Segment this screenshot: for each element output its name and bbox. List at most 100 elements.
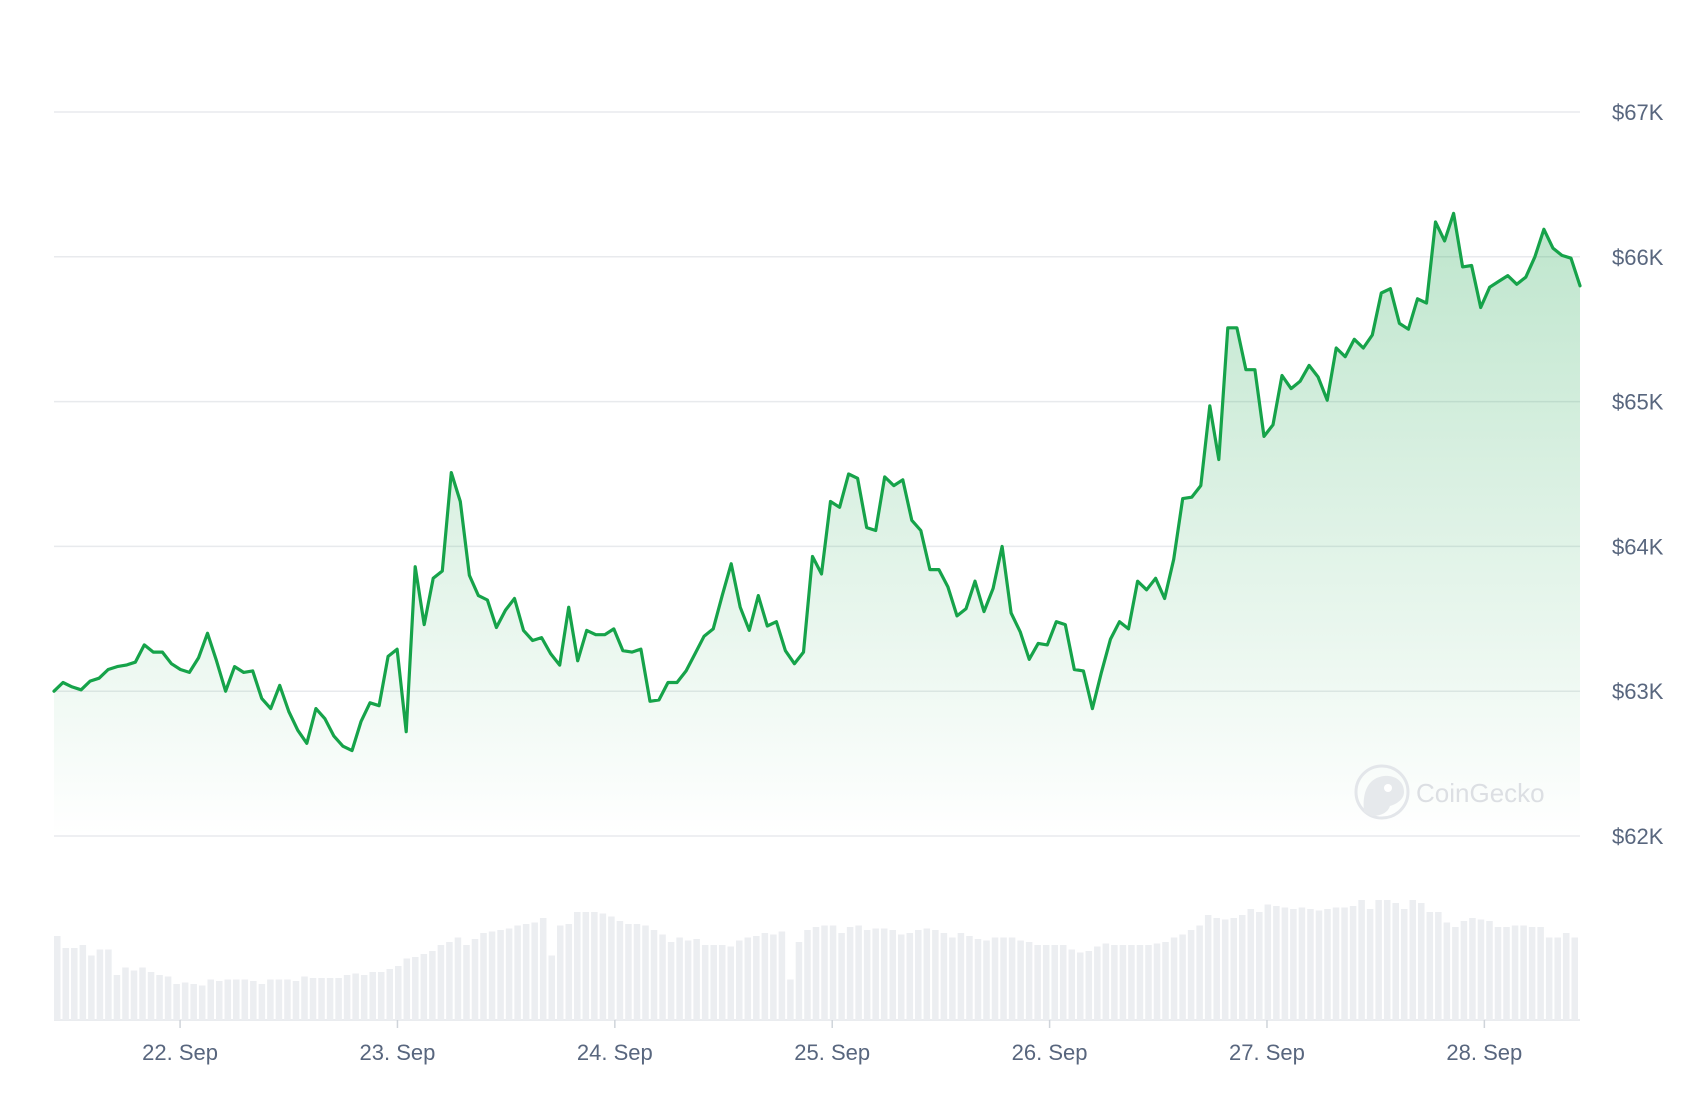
volume-bar: [1494, 927, 1502, 1020]
volume-bar: [1307, 909, 1314, 1020]
volume-bar: [889, 930, 896, 1020]
volume-bar: [62, 948, 70, 1020]
volume-bar: [667, 942, 675, 1020]
gecko-head-icon: [1363, 775, 1404, 816]
volume-bar: [1469, 918, 1476, 1020]
volume-bar: [676, 937, 683, 1020]
volume-bar: [548, 955, 555, 1020]
volume-bar: [1290, 909, 1297, 1020]
volume-bar: [736, 940, 743, 1020]
volume-bar: [880, 928, 888, 1020]
volume-bar: [1392, 903, 1399, 1020]
x-tick-label: 22. Sep: [142, 1040, 218, 1065]
volume-bar: [522, 924, 530, 1020]
volume-bar: [437, 945, 445, 1020]
gecko-logo-icon: [1354, 764, 1410, 820]
volume-bar: [591, 912, 598, 1020]
volume-bar: [113, 975, 121, 1020]
volume-bar: [1153, 943, 1161, 1020]
volume-bar: [130, 970, 138, 1020]
volume-bar: [147, 972, 155, 1020]
volume-bar: [1085, 951, 1093, 1020]
volume-bar: [360, 975, 368, 1020]
volume-bar: [1025, 942, 1033, 1020]
volume-bar: [1400, 909, 1408, 1020]
volume-bar: [54, 936, 61, 1020]
volume-bar: [1170, 937, 1178, 1020]
volume-bar: [1162, 942, 1169, 1020]
volume-bar: [105, 949, 112, 1020]
volume-bar: [1119, 945, 1127, 1020]
x-tick-label: 27. Sep: [1229, 1040, 1305, 1065]
volume-bar: [1383, 900, 1391, 1020]
volume-bar: [1273, 906, 1280, 1020]
volume-bar: [505, 928, 513, 1020]
volume-bar: [684, 940, 692, 1020]
y-tick-label: $62K: [1612, 824, 1664, 849]
x-tick-label: 24. Sep: [577, 1040, 653, 1065]
volume-bar: [574, 912, 581, 1020]
volume-bar: [829, 925, 837, 1020]
volume-bar: [335, 978, 342, 1020]
volume-bar: [966, 936, 973, 1020]
volume-bar: [79, 945, 87, 1020]
volume-bar: [727, 946, 735, 1020]
volume-bar: [454, 937, 462, 1020]
volume-bar: [497, 930, 504, 1020]
volume-bar: [1111, 945, 1118, 1020]
volume-bar: [1298, 907, 1306, 1020]
volume-bar: [1000, 937, 1007, 1020]
volume-bar: [309, 978, 317, 1020]
volume-bar: [1221, 919, 1229, 1020]
volume-bar: [1187, 930, 1195, 1020]
volume-bar: [420, 954, 428, 1020]
volume-bar: [275, 979, 283, 1020]
volume-bar: [471, 939, 479, 1020]
volume-bar: [1477, 919, 1485, 1020]
volume-bar: [1247, 909, 1255, 1020]
volume-bar: [1443, 922, 1451, 1020]
volume-bar: [233, 979, 240, 1020]
volume-bar: [1315, 910, 1323, 1020]
volume-bar: [250, 981, 257, 1020]
volume-bar: [693, 939, 700, 1020]
volume-bar: [326, 978, 334, 1020]
volume-bar: [932, 930, 939, 1020]
volume-bar: [1136, 945, 1144, 1020]
volume-bar: [795, 942, 803, 1020]
volume-bar: [1358, 900, 1365, 1020]
volume-bar: [1145, 945, 1152, 1020]
volume-bar: [701, 945, 709, 1020]
volume-bar: [173, 984, 180, 1020]
volume-bar: [1196, 925, 1203, 1020]
volume-bar: [88, 955, 95, 1020]
volume-bar: [377, 972, 385, 1020]
volume-bar: [139, 967, 146, 1020]
volume-bar: [215, 981, 223, 1020]
volume-bar: [318, 978, 325, 1020]
volume-bar: [633, 924, 641, 1020]
volume-bar: [1077, 952, 1084, 1020]
volume-bar: [599, 913, 607, 1020]
y-tick-label: $65K: [1612, 390, 1664, 415]
volume-bar: [1511, 925, 1519, 1020]
volume-bar: [1324, 909, 1331, 1020]
volume-bar: [1375, 900, 1382, 1020]
volume-bar: [1571, 937, 1578, 1020]
volume-bar: [241, 979, 249, 1020]
volume-bar: [1435, 912, 1442, 1020]
volume-bar: [267, 979, 274, 1020]
volume-bar: [1562, 933, 1570, 1020]
volume-bar: [1409, 900, 1417, 1020]
volume-bar: [369, 972, 376, 1020]
watermark-text: CoinGecko: [1416, 778, 1545, 808]
volume-bar: [753, 936, 760, 1020]
volume-bar: [556, 925, 564, 1020]
volume-bar: [1017, 940, 1024, 1020]
volume-bar: [292, 981, 300, 1020]
volume-bar: [1102, 943, 1110, 1020]
volume-bar: [1051, 945, 1058, 1020]
grid-lines: [54, 111, 1580, 1021]
volume-bar: [1349, 906, 1357, 1020]
volume-bar: [488, 931, 496, 1020]
